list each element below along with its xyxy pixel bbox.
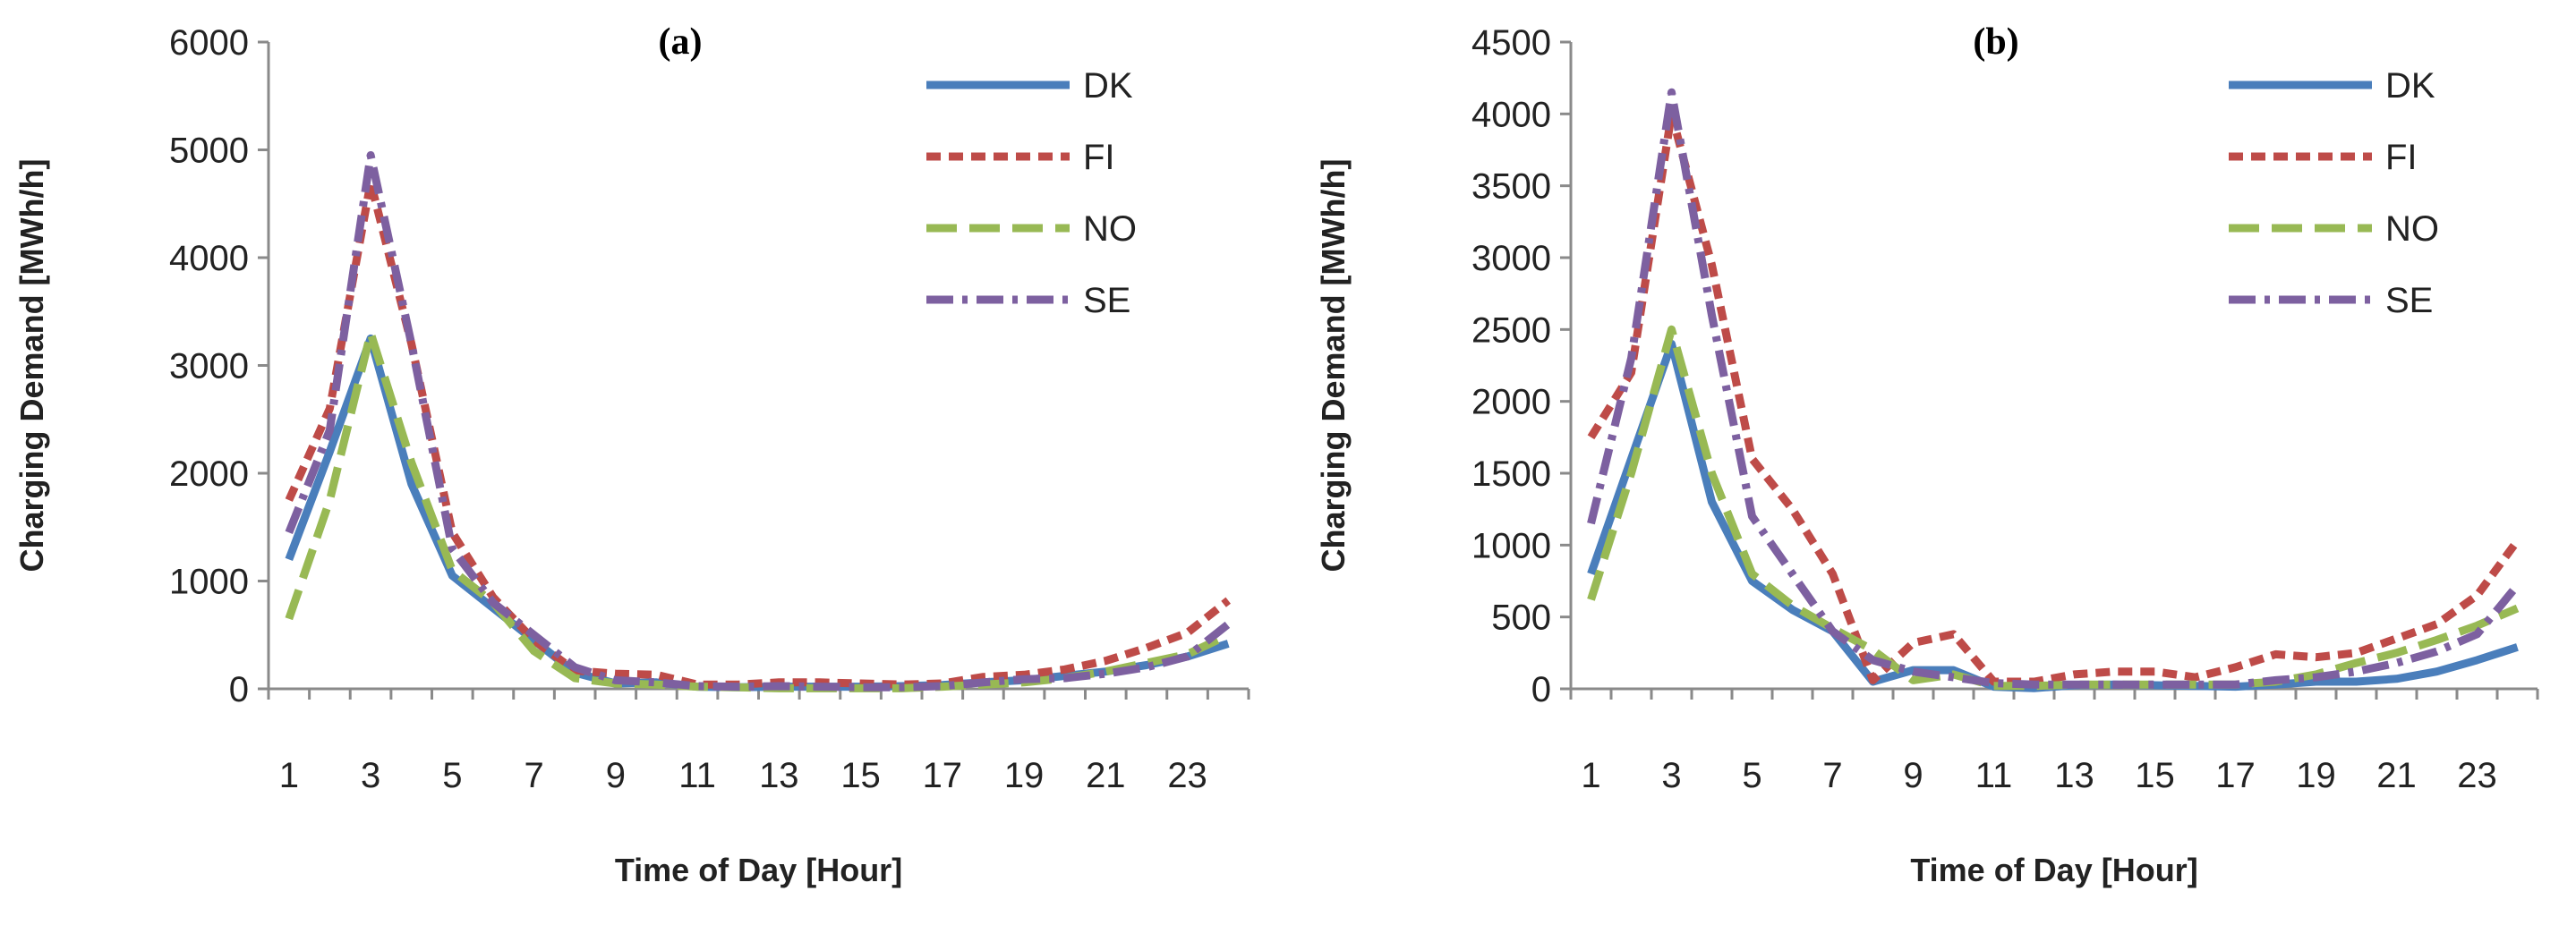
x-tick-label: 9	[1903, 756, 1923, 795]
y-tick-label: 3000	[1471, 239, 1551, 278]
y-tick-label: 4000	[169, 239, 249, 278]
x-tick-label: 3	[1661, 756, 1681, 795]
x-tick-label: 15	[840, 756, 881, 795]
y-tick-label: 500	[1491, 598, 1551, 638]
y-tick-label: 3000	[169, 347, 249, 386]
y-tick-label: 4500	[1471, 23, 1551, 63]
y-tick-label: 1500	[1471, 454, 1551, 494]
x-tick-label: 21	[1086, 756, 1126, 795]
x-tick-label: 7	[524, 756, 543, 795]
panel-title: (a)	[659, 21, 703, 63]
panel-title: (b)	[1973, 21, 2018, 63]
legend-label-fi: FI	[1083, 138, 1115, 177]
x-tick-label: 3	[361, 756, 380, 795]
series-line-se	[285, 151, 1231, 692]
y-tick-label: 4000	[1471, 95, 1551, 134]
x-tick-label: 5	[1742, 756, 1761, 795]
legend-label-dk: DK	[2385, 66, 2435, 106]
y-axis-title: Charging Demand [MWh/h]	[1315, 159, 1352, 573]
y-axis-title: Charging Demand [MWh/h]	[13, 159, 50, 573]
legend-label-no: NO	[2385, 209, 2439, 249]
y-tick-label: 0	[1531, 670, 1551, 709]
legend-label-se: SE	[2385, 281, 2433, 320]
x-tick-label: 17	[2215, 756, 2256, 795]
x-tick-label: 13	[2054, 756, 2094, 795]
series-line-no	[285, 328, 1231, 692]
series-line-no	[1587, 325, 2520, 691]
y-tick-label: 3500	[1471, 167, 1551, 207]
x-tick-label: 11	[1975, 756, 2013, 795]
legend-label-dk: DK	[1083, 66, 1133, 106]
x-tick-label: 1	[1581, 756, 1600, 795]
y-tick-label: 1000	[1471, 526, 1551, 565]
x-tick-label: 7	[1822, 756, 1842, 795]
x-tick-label: 11	[678, 756, 716, 795]
y-tick-label: 0	[229, 670, 249, 709]
legend-label-se: SE	[1083, 281, 1130, 320]
y-tick-label: 5000	[169, 132, 249, 171]
y-tick-label: 2000	[1471, 383, 1551, 422]
y-tick-label: 6000	[169, 23, 249, 63]
x-tick-label: 23	[1167, 756, 1207, 795]
y-tick-label: 1000	[169, 563, 249, 602]
y-tick-label: 2500	[1471, 310, 1551, 350]
x-tick-label: 19	[1004, 756, 1045, 795]
x-tick-label: 21	[2376, 756, 2417, 795]
series-line-fi	[1587, 109, 2521, 686]
x-tick-label: 23	[2457, 756, 2497, 795]
legend-label-no: NO	[1083, 209, 1137, 249]
x-tick-label: 9	[606, 756, 626, 795]
y-tick-label: 2000	[169, 454, 249, 494]
x-tick-label: 15	[2135, 756, 2175, 795]
x-tick-label: 13	[759, 756, 799, 795]
x-tick-label: 17	[923, 756, 963, 795]
x-tick-label: 19	[2296, 756, 2336, 795]
x-tick-label: 5	[442, 756, 462, 795]
x-tick-label: 1	[279, 756, 299, 795]
series-line-se	[1587, 88, 2521, 689]
x-axis-title: Time of Day [Hour]	[1910, 852, 2197, 888]
x-axis-title: Time of Day [Hour]	[615, 852, 902, 888]
legend-label-fi: FI	[2385, 138, 2418, 177]
